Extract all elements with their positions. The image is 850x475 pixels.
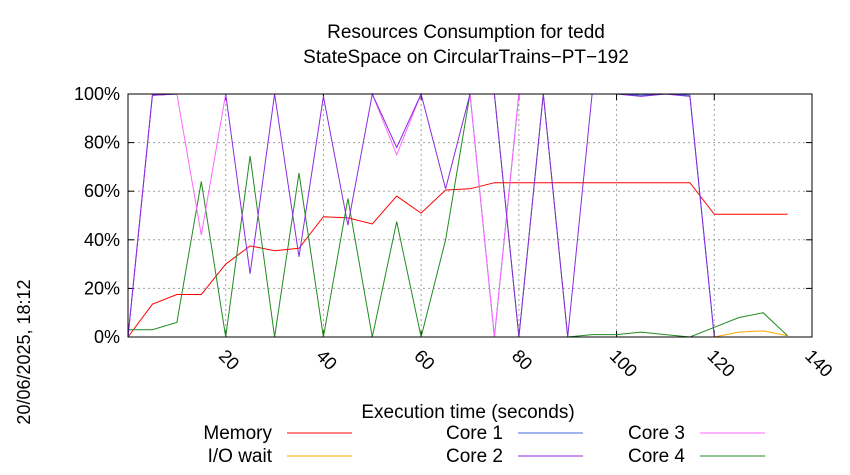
legend-label-memory: Memory	[203, 423, 272, 444]
y-tick-label: 80%	[84, 133, 120, 153]
x-axis-label: Execution time (seconds)	[361, 402, 574, 423]
legend-label-core-2: Core 2	[446, 446, 503, 467]
x-tick-label: 80	[508, 346, 536, 374]
x-tick-label: 100	[606, 346, 641, 381]
chart-title-line-2: StateSpace on CircularTrains−PT−192	[303, 47, 629, 68]
legend-label-core-1: Core 1	[446, 423, 503, 444]
legend-label-i-o-wait: I/O wait	[208, 446, 273, 467]
plot-frame	[127, 93, 813, 338]
series-line-core-4	[128, 93, 788, 338]
y-tick-label: 20%	[84, 278, 120, 298]
x-tick-label: 120	[703, 346, 738, 381]
x-tick-label: 60	[410, 346, 438, 374]
y-axis: 0% 20% 40% 60% 80% 100%	[74, 84, 812, 347]
legend-label-core-4: Core 4	[628, 446, 685, 467]
grid	[128, 94, 812, 337]
y-tick-label: 100%	[74, 84, 120, 104]
series-line-core-2	[127, 92, 788, 338]
series-line-i-o-wait	[128, 330, 788, 338]
legend-label-core-3: Core 3	[628, 423, 685, 444]
plot-series	[127, 92, 788, 338]
y-tick-label: 60%	[84, 181, 120, 201]
series-line-memory	[127, 182, 788, 338]
chart-title-line-1: Resources Consumption for tedd	[327, 22, 605, 43]
x-tick-label: 140	[801, 346, 836, 381]
series-line-core-3	[127, 93, 788, 338]
series-line-core-1	[127, 93, 788, 338]
x-tick-label: 20	[215, 346, 243, 374]
timestamp: 20/06/2025, 18:12	[14, 279, 34, 424]
y-tick-label: 40%	[84, 230, 120, 250]
x-tick-label: 40	[313, 346, 341, 374]
y-tick-label: 0%	[94, 327, 120, 347]
